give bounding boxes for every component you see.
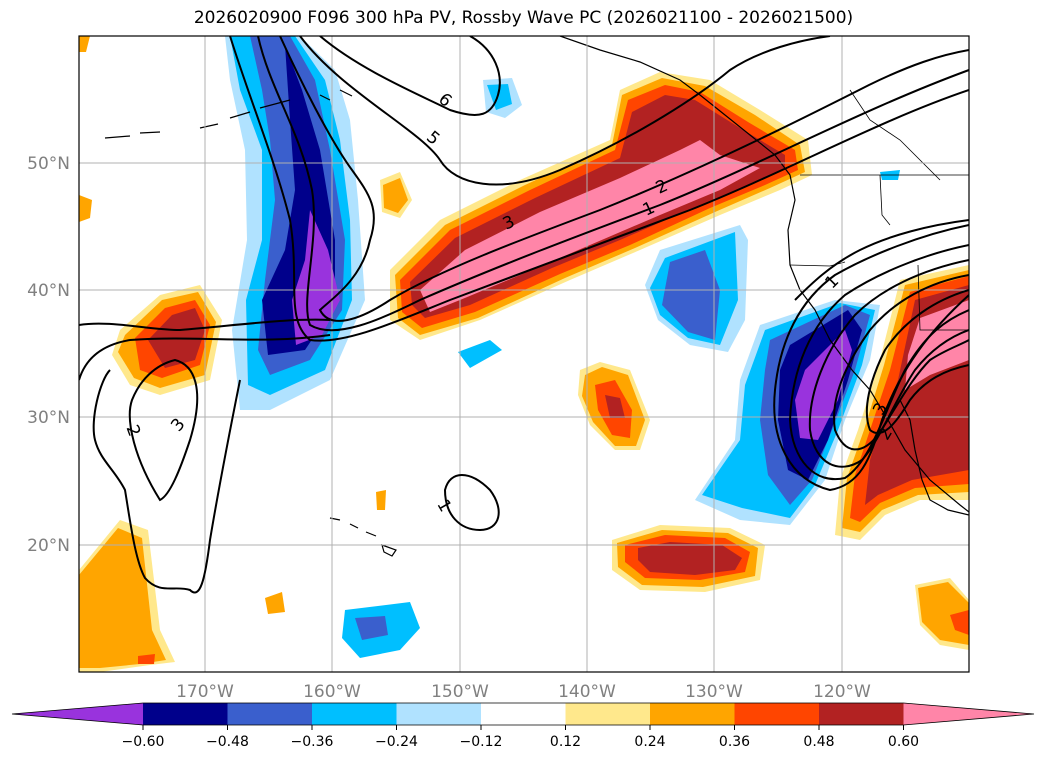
lat-label: 50°N: [27, 154, 70, 174]
colorbar-box: [819, 703, 904, 725]
colorbar-tick-label: 0.36: [719, 734, 750, 750]
colorbar: −0.60 −0.48 −0.36 −0.24 −0.12 0.12 0.24 0.36 0.4…: [11, 702, 1035, 750]
colorbar-tick-label: −0.12: [460, 734, 503, 750]
lon-label: 170°W: [176, 682, 234, 702]
pv-contours: [79, 36, 969, 594]
lat-label: 40°N: [27, 281, 70, 301]
ridge-band-shading: [390, 72, 812, 340]
colorbar-tick-label: −0.60: [122, 734, 165, 750]
colorbar-tick-label: 0.60: [888, 734, 919, 750]
political-borders: [789, 89, 969, 331]
latitude-labels: 50°N 40°N 30°N 20°N: [27, 154, 70, 556]
colorbar-box: [143, 703, 228, 725]
colorbar-tick-label: −0.48: [206, 734, 249, 750]
colorbar-tick-label: −0.24: [375, 734, 418, 750]
map-frame: [78, 35, 970, 673]
colorbar-tick-label: 0.48: [803, 734, 834, 750]
colorbar-tick-label: 0.24: [634, 734, 665, 750]
colorbar-tick-label: 0.12: [550, 734, 581, 750]
chart-title: 2026020900 F096 300 hPa PV, Rossby Wave …: [193, 8, 854, 28]
graticule: [79, 36, 969, 672]
central-low-shading: [645, 225, 748, 352]
colorbar-box: [227, 703, 313, 725]
colorbar-box: [565, 703, 651, 725]
lon-label: 160°W: [303, 682, 361, 702]
colorbar-box: [396, 703, 482, 725]
trough-east-shading: [695, 300, 880, 525]
ridge-east-shading: [835, 265, 969, 540]
lon-label: 130°W: [685, 682, 743, 702]
colorbar-box: [481, 703, 566, 725]
lat-label: 30°N: [27, 408, 70, 428]
coastlines: [104, 36, 969, 557]
colorbar-box: [312, 703, 397, 725]
longitude-labels: 170°W 160°W 150°W 140°W 130°W 120°W: [176, 682, 871, 702]
lon-label: 150°W: [431, 682, 489, 702]
lon-label: 140°W: [558, 682, 616, 702]
colorbar-extend-min: [12, 703, 143, 725]
lon-label: 120°W: [813, 682, 871, 702]
map-plot-area: 6 5 3 2 1 2 3 1 1 3 2: [79, 36, 969, 672]
small-negative-areas: [342, 78, 900, 658]
small-positive-areas: [79, 36, 969, 672]
colorbar-extend-max: [903, 703, 1034, 725]
colorbar-box: [734, 703, 820, 725]
lat-label: 20°N: [27, 536, 70, 556]
colorbar-tick-label: −0.36: [291, 734, 334, 750]
colorbar-box: [650, 703, 735, 725]
